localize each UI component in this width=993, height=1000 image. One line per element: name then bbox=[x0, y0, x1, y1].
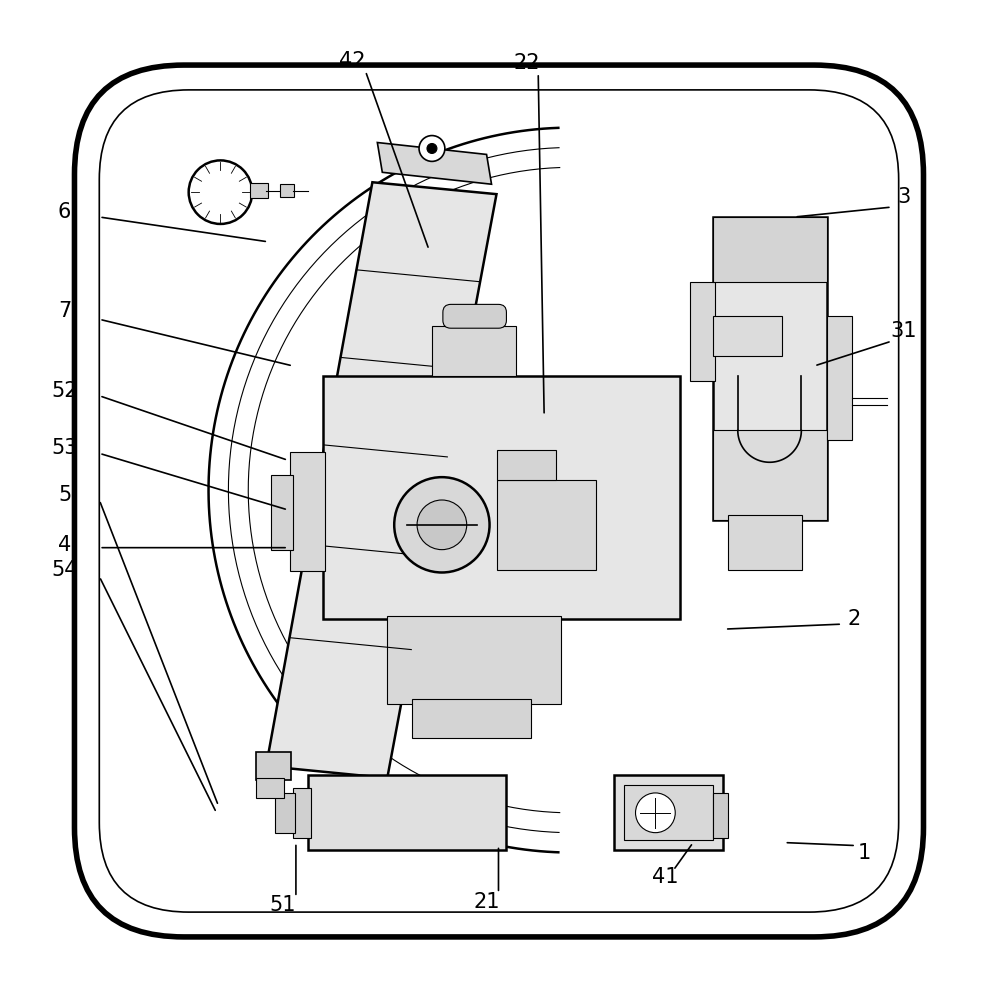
FancyBboxPatch shape bbox=[690, 282, 715, 381]
Text: 5: 5 bbox=[58, 485, 71, 505]
FancyBboxPatch shape bbox=[290, 452, 325, 571]
FancyBboxPatch shape bbox=[387, 616, 561, 704]
Text: 7: 7 bbox=[58, 301, 71, 321]
Circle shape bbox=[417, 500, 467, 550]
FancyBboxPatch shape bbox=[293, 788, 311, 838]
FancyBboxPatch shape bbox=[713, 316, 782, 356]
FancyBboxPatch shape bbox=[99, 90, 899, 912]
Text: 52: 52 bbox=[52, 381, 77, 401]
FancyBboxPatch shape bbox=[443, 304, 506, 328]
Text: 51: 51 bbox=[270, 895, 296, 915]
FancyBboxPatch shape bbox=[496, 480, 596, 570]
FancyBboxPatch shape bbox=[624, 785, 713, 840]
FancyBboxPatch shape bbox=[271, 475, 293, 550]
Text: 4: 4 bbox=[58, 535, 71, 555]
FancyBboxPatch shape bbox=[256, 752, 291, 780]
Circle shape bbox=[394, 477, 490, 572]
FancyBboxPatch shape bbox=[713, 217, 827, 282]
Polygon shape bbox=[377, 143, 492, 184]
Text: 22: 22 bbox=[513, 53, 539, 73]
Circle shape bbox=[636, 793, 675, 833]
FancyBboxPatch shape bbox=[308, 775, 506, 850]
Circle shape bbox=[189, 160, 252, 224]
Text: 2: 2 bbox=[847, 609, 861, 629]
Text: 31: 31 bbox=[891, 321, 917, 341]
FancyBboxPatch shape bbox=[827, 316, 852, 440]
Text: 42: 42 bbox=[340, 51, 365, 71]
Polygon shape bbox=[266, 182, 496, 778]
Text: 54: 54 bbox=[52, 560, 77, 580]
FancyBboxPatch shape bbox=[496, 450, 556, 480]
FancyBboxPatch shape bbox=[275, 793, 295, 833]
Circle shape bbox=[419, 136, 445, 161]
FancyBboxPatch shape bbox=[614, 775, 723, 850]
FancyBboxPatch shape bbox=[256, 778, 284, 798]
FancyBboxPatch shape bbox=[323, 376, 680, 619]
FancyBboxPatch shape bbox=[74, 65, 923, 937]
FancyBboxPatch shape bbox=[713, 217, 827, 520]
FancyBboxPatch shape bbox=[250, 183, 268, 198]
FancyBboxPatch shape bbox=[713, 430, 827, 520]
Text: 53: 53 bbox=[52, 438, 77, 458]
Text: 41: 41 bbox=[652, 867, 678, 887]
Text: 1: 1 bbox=[857, 843, 871, 863]
FancyBboxPatch shape bbox=[412, 699, 531, 738]
Text: 3: 3 bbox=[897, 187, 911, 207]
Text: 21: 21 bbox=[474, 892, 499, 912]
Text: 6: 6 bbox=[58, 202, 71, 222]
Circle shape bbox=[427, 144, 437, 153]
FancyBboxPatch shape bbox=[713, 793, 728, 838]
FancyBboxPatch shape bbox=[728, 515, 802, 570]
FancyBboxPatch shape bbox=[432, 326, 516, 376]
FancyBboxPatch shape bbox=[280, 184, 294, 197]
